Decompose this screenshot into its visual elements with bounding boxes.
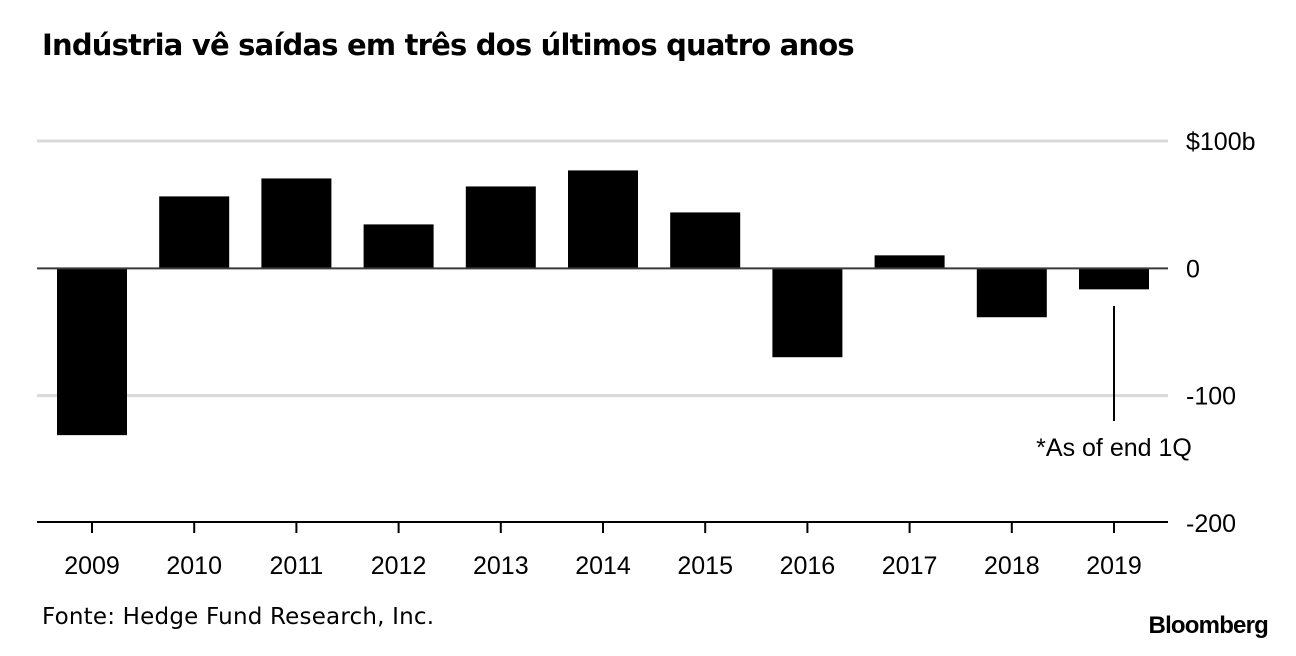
y-tick-label: $100b [1186,128,1256,156]
x-tick-label: 2014 [575,552,631,580]
x-tick-label: 2011 [270,552,324,580]
bar-2011 [261,178,332,269]
bar-2018 [976,268,1047,318]
x-tick-labels: 2009 2010 2011 2012 2013 2014 2015 2016 2017 2018… [64,552,1142,580]
annotation-text: *As of end 1Q [1036,434,1192,462]
y-tick-label: -100 [1186,383,1236,411]
bar-2010 [159,196,230,269]
x-tick-label: 2012 [371,552,427,580]
bar-2017 [874,255,945,269]
bar-2016 [772,268,843,358]
gridlines [37,139,1168,398]
bar-2013 [465,186,536,269]
y-tick-label: 0 [1186,255,1200,283]
x-tick-label: 2010 [166,552,222,580]
x-tick-label: 2009 [64,552,120,580]
bar-2015 [670,212,741,269]
bloomberg-logo: Bloomberg [1148,612,1269,639]
bar-2019 [1079,268,1149,290]
bar-2009 [57,268,127,436]
y-tick-label: -200 [1186,510,1236,538]
bars [57,170,1149,436]
x-tick-label: 2013 [473,552,529,580]
annotation: *As of end 1Q [1036,306,1192,462]
x-tick-label: 2016 [780,552,836,580]
bar-2014 [568,170,638,269]
source-note: Fonte: Hedge Fund Research, Inc. [42,604,435,630]
chart-title: Indústria vê saídas em três dos últimos … [42,28,855,62]
x-tick-label: 2017 [882,552,938,580]
bar-2012 [363,224,434,269]
x-tick-label: 2018 [984,552,1040,580]
y-tick-labels: $100b 0 -100 -200 [1186,128,1256,538]
x-tick-label: 2019 [1086,552,1142,580]
x-tick-label: 2015 [677,552,733,580]
axes [37,267,1168,533]
